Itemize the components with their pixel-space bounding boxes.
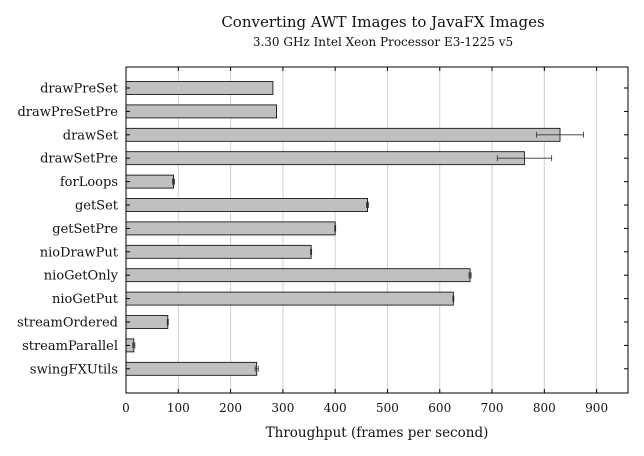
x-tick-label: 500 (376, 401, 399, 415)
x-tick-label: 400 (324, 401, 347, 415)
bar-nioGetOnly (125, 268, 471, 283)
bar-drawPreSet (125, 81, 274, 95)
x-tick-label: 600 (428, 401, 451, 415)
gridlines (177, 67, 598, 393)
bar-drawSetPre (125, 151, 525, 166)
bar-drawPreSetPre (125, 104, 278, 119)
bar-nioDrawPut (125, 244, 312, 259)
category-label-nioDrawPut: nioDrawPut (40, 245, 119, 260)
bar-getSet (125, 198, 368, 212)
category-label-drawPreSetPre: drawPreSetPre (17, 105, 118, 120)
category-label-nioGetOnly: nioGetOnly (44, 269, 119, 284)
x-tick-label: 0 (122, 401, 130, 415)
category-label-streamParallel: streamParallel (22, 339, 118, 354)
bar-nioGetPut (125, 291, 454, 306)
category-label-drawSetPre: drawSetPre (40, 152, 118, 167)
x-axis-label: Throughput (frames per second) (266, 425, 489, 441)
category-label-drawSet: drawSet (63, 128, 119, 143)
x-tick-label: 300 (271, 401, 294, 415)
category-label-drawPreSet: drawPreSet (40, 82, 119, 97)
x-tick-label: 700 (481, 401, 504, 415)
chart-subtitle: 3.30 GHz Intel Xeon Processor E3-1225 v5 (253, 35, 513, 49)
bar-getSetPre (125, 221, 336, 236)
x-tick-label: 100 (167, 401, 190, 415)
x-tick-label: 200 (219, 401, 242, 415)
x-tick-label: 800 (533, 401, 556, 415)
x-ticks: 0 100 200 300 400 500 600 700 800 900 (122, 67, 608, 415)
plot-frame (125, 66, 629, 394)
x-tick-label: 900 (585, 401, 608, 415)
chart-title: Converting AWT Images to JavaFX Images (221, 13, 544, 31)
bar-drawSet (125, 127, 561, 142)
category-label-forLoops: forLoops (60, 175, 118, 190)
bar-swingFXUtils (125, 361, 258, 376)
category-label-getSet: getSet (75, 199, 119, 214)
bar-forLoops (125, 174, 174, 189)
category-label-streamOrdered: streamOrdered (17, 316, 118, 331)
bars (125, 81, 584, 376)
category-label-swingFXUtils: swingFXUtils (30, 362, 118, 377)
category-labels: drawPreSet drawPreSetPre drawSet drawSetPre… (17, 82, 628, 377)
category-label-getSetPre: getSetPre (52, 222, 118, 237)
category-label-nioGetPut: nioGetPut (52, 292, 119, 307)
bar-streamOrdered (125, 315, 169, 329)
